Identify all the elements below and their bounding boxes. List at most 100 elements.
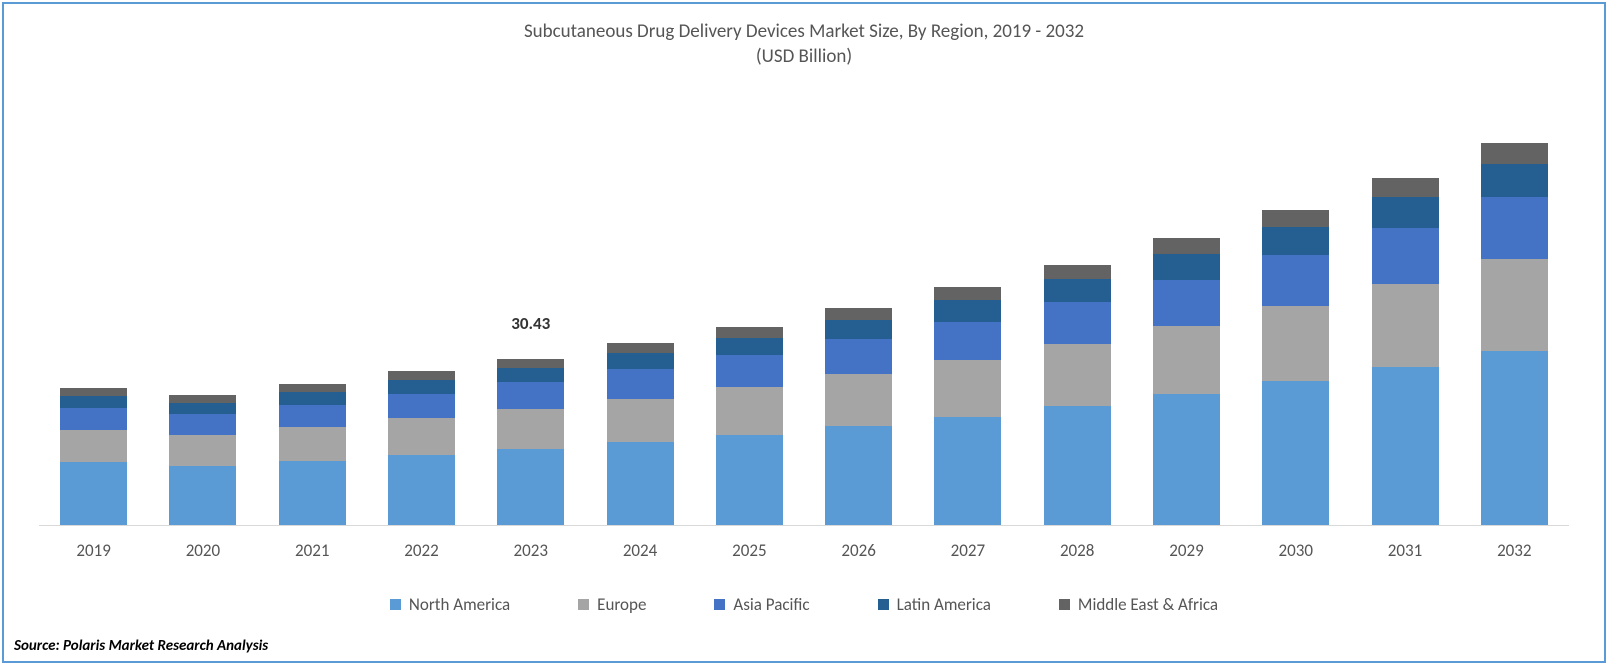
chart-title-line1: Subcutaneous Drug Delivery Devices Marke… <box>4 20 1604 45</box>
data-label: 30.43 <box>511 313 550 334</box>
bar-stack <box>1262 210 1329 525</box>
x-tick-label: 2032 <box>1460 540 1569 561</box>
bar-segment <box>934 300 1001 321</box>
bar-segment <box>607 399 674 443</box>
bar-segment <box>934 322 1001 360</box>
x-axis: 2019202020212022202320242025202620272028… <box>39 540 1569 561</box>
plot-area: 30.43 <box>39 94 1569 526</box>
bar-segment <box>497 382 564 409</box>
x-tick-label: 2023 <box>476 540 585 561</box>
x-tick-label: 2024 <box>585 540 694 561</box>
bar-segment <box>1044 302 1111 344</box>
legend-item: Middle East & Africa <box>1059 594 1218 615</box>
bar-segment <box>716 387 783 434</box>
bar-group: 30.43 <box>476 94 585 525</box>
bar-segment <box>169 395 236 403</box>
bar-segment <box>1262 210 1329 227</box>
bar-segment <box>1372 197 1439 228</box>
x-tick-label: 2030 <box>1241 540 1350 561</box>
bar-segment <box>279 392 346 405</box>
bar-segment <box>1153 238 1220 254</box>
bar-segment <box>1372 284 1439 367</box>
bar-segment <box>716 327 783 338</box>
bar-segment <box>934 360 1001 417</box>
bar-stack <box>607 343 674 525</box>
x-tick-label: 2022 <box>367 540 476 561</box>
legend-item: Latin America <box>878 594 991 615</box>
x-tick-label: 2025 <box>695 540 804 561</box>
bar-stack <box>497 359 564 525</box>
bar-group <box>39 94 148 525</box>
bar-segment <box>1262 255 1329 306</box>
bar-group <box>258 94 367 525</box>
bar-segment <box>1481 164 1548 198</box>
x-tick-label: 2021 <box>258 540 367 561</box>
x-tick-label: 2028 <box>1023 540 1132 561</box>
x-tick-label: 2020 <box>148 540 257 561</box>
bar-segment <box>1481 143 1548 164</box>
source-text: Source: Polaris Market Research Analysis <box>14 637 268 655</box>
bar-segment <box>169 414 236 435</box>
legend-swatch <box>390 599 401 610</box>
bar-segment <box>497 449 564 525</box>
bar-segment <box>388 418 455 455</box>
bar-stack <box>1481 143 1548 525</box>
legend-label: Asia Pacific <box>733 594 809 615</box>
legend-swatch <box>714 599 725 610</box>
bar-segment <box>60 462 127 525</box>
bar-group <box>367 94 476 525</box>
bar-segment <box>1153 254 1220 280</box>
bar-group <box>585 94 694 525</box>
legend-item: Europe <box>578 594 646 615</box>
bar-segment <box>388 380 455 394</box>
bar-stack <box>1044 265 1111 525</box>
bar-segment <box>1044 279 1111 302</box>
bar-segment <box>934 287 1001 300</box>
bar-segment <box>1262 381 1329 525</box>
bar-segment <box>60 396 127 408</box>
bar-segment <box>169 466 236 525</box>
x-tick-label: 2026 <box>804 540 913 561</box>
bar-segment <box>497 409 564 449</box>
bar-stack <box>169 395 236 525</box>
bar-segment <box>716 355 783 387</box>
legend-swatch <box>878 599 889 610</box>
legend-swatch <box>1059 599 1070 610</box>
legend: North America Europe Asia Pacific Latin Ame… <box>4 594 1604 615</box>
bar-segment <box>1262 306 1329 381</box>
legend-swatch <box>578 599 589 610</box>
x-tick-label: 2019 <box>39 540 148 561</box>
legend-label: Latin America <box>897 594 991 615</box>
bar-segment <box>388 371 455 380</box>
bar-segment <box>497 359 564 367</box>
bars-row: 30.43 <box>39 94 1569 525</box>
bar-stack <box>934 287 1001 525</box>
bar-segment <box>169 403 236 414</box>
bar-group <box>1350 94 1459 525</box>
bar-segment <box>1153 394 1220 525</box>
bar-group <box>695 94 804 525</box>
bar-segment <box>1044 344 1111 406</box>
bar-segment <box>1153 280 1220 326</box>
legend-label: Middle East & Africa <box>1078 594 1218 615</box>
bar-group <box>804 94 913 525</box>
bar-segment <box>279 427 346 461</box>
bar-group <box>913 94 1022 525</box>
bar-segment <box>388 394 455 419</box>
bar-segment <box>825 339 892 374</box>
bar-segment <box>825 374 892 426</box>
legend-item: North America <box>390 594 510 615</box>
bar-segment <box>60 430 127 463</box>
bar-segment <box>607 369 674 398</box>
bar-segment <box>1481 197 1548 259</box>
bar-segment <box>169 435 236 466</box>
x-tick-label: 2031 <box>1350 540 1459 561</box>
chart-title: Subcutaneous Drug Delivery Devices Marke… <box>4 20 1604 69</box>
legend-label: Europe <box>597 594 646 615</box>
bar-segment <box>607 343 674 353</box>
bar-segment <box>388 455 455 525</box>
bar-segment <box>716 435 783 525</box>
bar-segment <box>607 353 674 369</box>
bar-segment <box>1153 326 1220 394</box>
x-tick-label: 2029 <box>1132 540 1241 561</box>
